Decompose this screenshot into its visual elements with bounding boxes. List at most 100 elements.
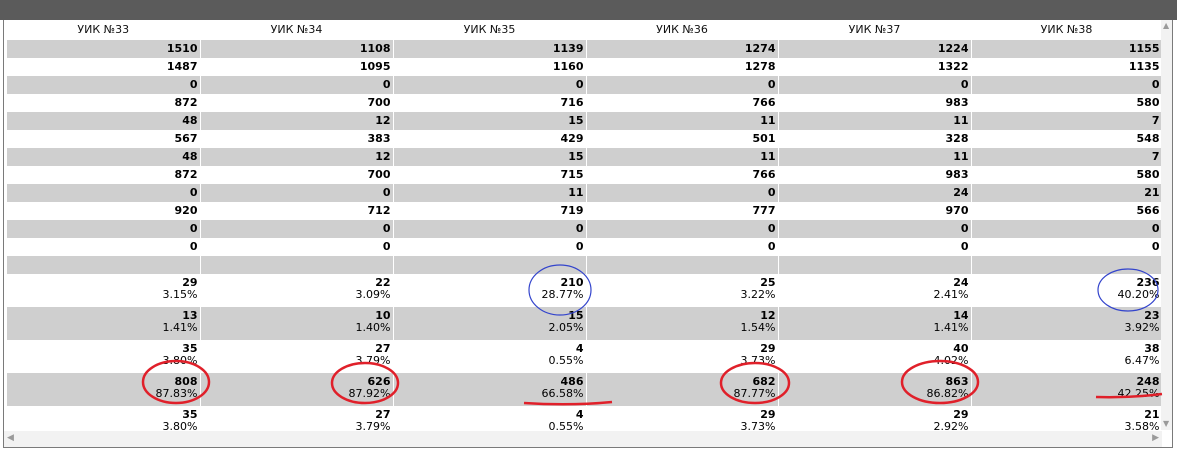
table-cell: 0 (778, 238, 972, 256)
vote-count: 12 (760, 309, 776, 322)
table-cell: 0 (393, 76, 587, 94)
table-cell: 0 (778, 220, 972, 238)
table-cell: 766 (586, 166, 779, 184)
vote-percent: 4.02% (933, 354, 969, 367)
vote-count: 24 (953, 276, 969, 289)
table-cell: 23 3.92% (971, 307, 1163, 340)
vote-percent: 66.58% (541, 387, 584, 400)
table-cell: 7 (971, 148, 1163, 166)
vote-percent: 87.83% (155, 387, 198, 400)
vote-count: 10 (375, 309, 391, 322)
table-cell: 15 (393, 148, 587, 166)
table-cell: 25 3.22% (586, 274, 779, 307)
vote-count: 35 (182, 408, 198, 421)
table-cell: 38 6.47% (971, 340, 1163, 373)
vote-percent: 40.20% (1117, 288, 1160, 301)
table-cell (586, 256, 779, 274)
table-cell: 486 66.58% (393, 373, 587, 406)
vote-percent: 2.41% (933, 288, 969, 301)
table-row: 13 1.41% 10 1.40% 15 2.05% 12 1.54% 14 1.41% 23 3.9… (7, 307, 1163, 340)
table-cell: 548 (971, 130, 1163, 148)
table-cell: 1095 (200, 58, 394, 76)
vertical-scrollbar[interactable]: ▲ ▼ (1161, 20, 1172, 430)
vote-percent: 3.80% (162, 420, 198, 433)
table-cell (971, 256, 1163, 274)
vote-percent: 6.47% (1124, 354, 1160, 367)
table-cell: 0 (200, 220, 394, 238)
table-cell: 0 (586, 220, 779, 238)
table-cell: 0 (7, 184, 201, 202)
table-row: 1487 1095 1160 1278 1322 1135 (7, 58, 1163, 76)
table-cell: 970 (778, 202, 972, 220)
horizontal-scrollbar[interactable]: ◀ ▶ (4, 431, 1162, 447)
table-cell: 1139 (393, 40, 587, 58)
vote-percent: 86.82% (926, 387, 969, 400)
table-row: 29 3.15% 22 3.09% 210 28.77% 25 3.22% 24 2.41% 236… (7, 274, 1163, 307)
vote-percent: 3.15% (162, 288, 198, 301)
table-cell: 11 (778, 112, 972, 130)
scroll-up-icon[interactable]: ▲ (1163, 21, 1170, 30)
vote-count: 4 (575, 342, 584, 355)
table-cell: 0 (586, 76, 779, 94)
vote-percent: 1.40% (355, 321, 391, 334)
vote-percent: 0.55% (548, 420, 584, 433)
table-row: 872 700 716 766 983 580 (7, 94, 1163, 112)
table-cell: 0 (778, 76, 972, 94)
table-cell: 24 2.41% (778, 274, 972, 307)
table-row: 35 3.80% 27 3.79% 4 0.55% 29 3.73% 40 4.02% 38 6.47… (7, 340, 1163, 373)
table-cell: 13 1.41% (7, 307, 201, 340)
column-header[interactable]: УИК №33 (7, 20, 201, 40)
table-row: 872 700 715 766 983 580 (7, 166, 1163, 184)
table-row: 567 383 429 501 328 548 (7, 130, 1163, 148)
vote-percent: 3.58% (1124, 420, 1160, 433)
vote-percent: 2.05% (548, 321, 584, 334)
table-cell: 12 1.54% (586, 307, 779, 340)
table-cell: 11 (586, 112, 779, 130)
column-header[interactable]: УИК №37 (778, 20, 972, 40)
table-cell: 429 (393, 130, 587, 148)
table-cell: 682 87.77% (586, 373, 779, 406)
table-cell: 983 (778, 94, 972, 112)
vote-count: 29 (760, 408, 776, 421)
table-row: 808 87.83% 626 87.92% 486 66.58% 682 87.77% 863 8… (7, 373, 1163, 406)
table-cell: 0 (200, 238, 394, 256)
table-cell: 715 (393, 166, 587, 184)
vote-count: 27 (375, 342, 391, 355)
scroll-down-icon[interactable]: ▼ (1163, 419, 1170, 428)
table-cell: 700 (200, 166, 394, 184)
table-cell: 29 3.15% (7, 274, 201, 307)
scroll-right-icon[interactable]: ▶ (1152, 433, 1159, 443)
table-cell: 11 (393, 184, 587, 202)
scroll-left-icon[interactable]: ◀ (7, 433, 14, 443)
column-header[interactable]: УИК №38 (971, 20, 1163, 40)
table-cell: 15 (393, 112, 587, 130)
table-cell: 0 (393, 238, 587, 256)
table-cell: 0 (393, 220, 587, 238)
table-cell: 248 42.25% (971, 373, 1163, 406)
vote-count: 29 (760, 342, 776, 355)
table-cell: 29 3.73% (586, 340, 779, 373)
table-cell: 21 (971, 184, 1163, 202)
table-row: 48 12 15 11 11 7 (7, 148, 1163, 166)
table-cell: 14 1.41% (778, 307, 972, 340)
vote-count: 38 (1144, 342, 1160, 355)
table-cell: 11 (778, 148, 972, 166)
table-cell: 0 (7, 76, 201, 94)
table-cell: 24 (778, 184, 972, 202)
table-cell: 35 3.80% (7, 340, 201, 373)
vote-percent: 1.41% (162, 321, 198, 334)
vote-count: 22 (375, 276, 391, 289)
column-header[interactable]: УИК №34 (200, 20, 394, 40)
vote-percent: 3.80% (162, 354, 198, 367)
vote-percent: 3.79% (355, 354, 391, 367)
vote-count: 29 (953, 408, 969, 421)
table-cell: 15 2.05% (393, 307, 587, 340)
column-header[interactable]: УИК №36 (586, 20, 779, 40)
table-row: 920 712 719 777 970 566 (7, 202, 1163, 220)
column-header[interactable]: УИК №35 (393, 20, 587, 40)
table-cell: 863 86.82% (778, 373, 972, 406)
vote-percent: 3.22% (740, 288, 776, 301)
vote-count: 27 (375, 408, 391, 421)
